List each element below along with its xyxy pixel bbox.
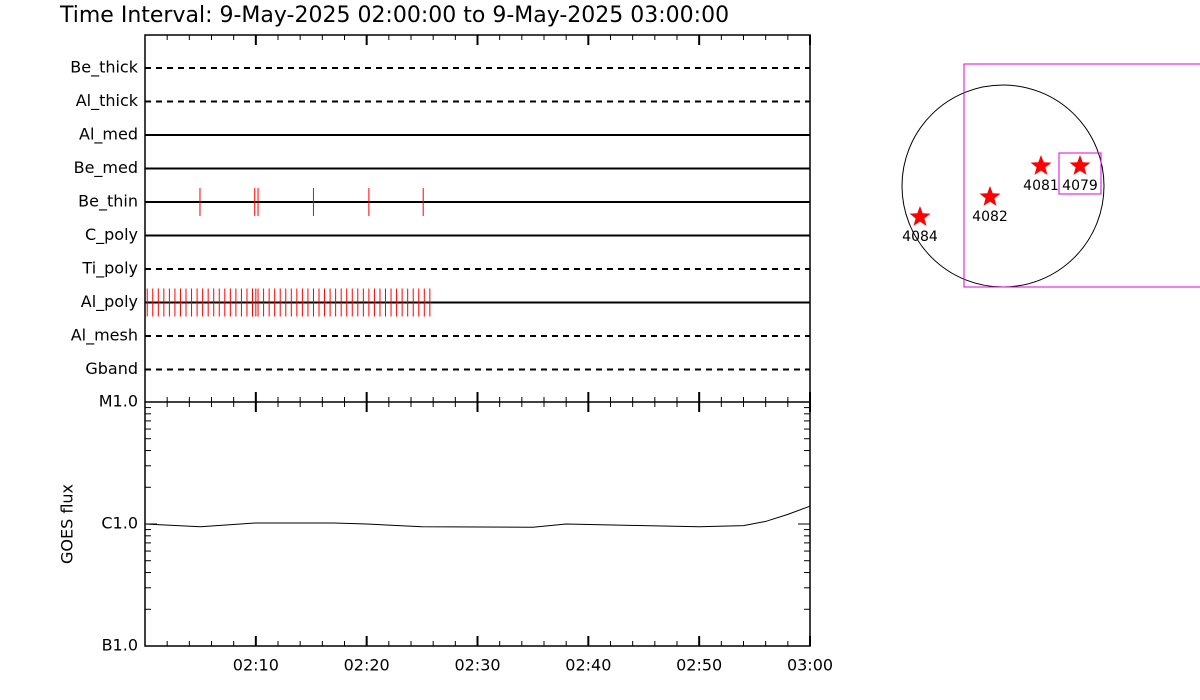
filter-label: Al_mesh (71, 326, 138, 346)
region-label: 4081 (1023, 178, 1059, 194)
region-star (1030, 155, 1052, 175)
filter-label: Al_poly (81, 292, 138, 312)
x-tick-label: 02:10 (233, 656, 279, 675)
fov-box-small (1058, 152, 1102, 195)
region-label: 4084 (902, 229, 938, 245)
x-tick-label: 02:20 (344, 656, 390, 675)
y-tick-label: M1.0 (99, 392, 138, 411)
x-tick-label: 02:40 (565, 656, 611, 675)
filter-label: Ti_poly (81, 259, 138, 279)
filter-label: Be_thick (70, 58, 138, 78)
region-star (1069, 155, 1091, 175)
region-star (979, 186, 1001, 206)
plot-frame (144, 34, 811, 647)
filter-label: Al_med (79, 125, 138, 145)
goes-curve (144, 505, 811, 528)
filter-label: Gband (85, 359, 138, 378)
x-tick-label: 02:30 (454, 656, 500, 675)
filter-label: Al_thick (76, 91, 139, 111)
region-star (909, 206, 931, 226)
filter-label: Be_med (74, 158, 138, 178)
fov-box (963, 63, 1200, 288)
filter-label: C_poly (85, 225, 138, 245)
y-tick-label: B1.0 (102, 636, 138, 655)
y-tick-label: C1.0 (101, 514, 138, 533)
region-label: 4082 (972, 209, 1008, 225)
chart-title: Time Interval: 9-May-2025 02:00:00 to 9-… (59, 3, 729, 28)
y-axis-label: GOES flux (58, 484, 77, 564)
filter-label: Be_thin (78, 192, 138, 212)
region-label: 4079 (1062, 178, 1098, 194)
x-tick-label: 03:00 (787, 656, 833, 675)
x-tick-label: 02:50 (676, 656, 722, 675)
